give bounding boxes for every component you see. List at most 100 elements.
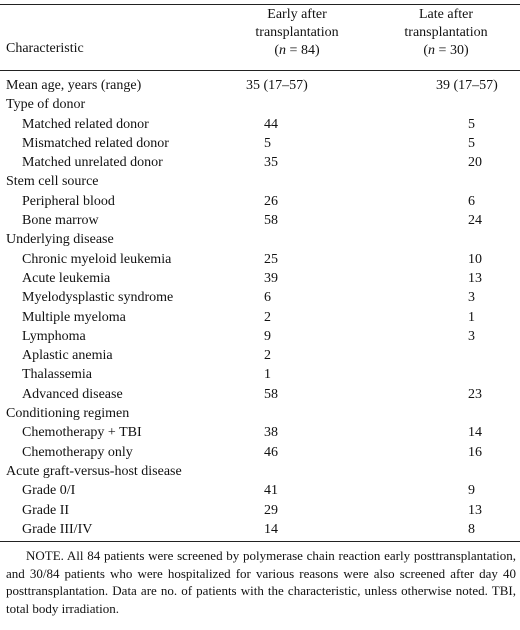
row-label: Thalassemia <box>22 367 92 383</box>
early-value: 25 <box>264 251 278 267</box>
row-label: Type of donor <box>6 97 86 113</box>
table-row: Aplastic anemia 2 <box>0 346 520 365</box>
late-value: 13 <box>468 502 482 518</box>
late-value: 16 <box>468 444 482 460</box>
early-value: 44 <box>264 116 278 132</box>
table-row: Chemotherapy only 46 16 <box>0 443 520 462</box>
late-value: 14 <box>468 425 482 441</box>
late-value: 5 <box>468 135 475 151</box>
row-label: Acute leukemia <box>22 270 111 286</box>
early-value: 6 <box>264 290 271 306</box>
header-late: Late after transplantation (n = 30) <box>372 6 520 60</box>
row-label: Chemotherapy + TBI <box>22 425 142 441</box>
early-value <box>226 95 396 114</box>
table-row: Matched related donor 44 5 <box>0 115 520 134</box>
table-row: Grade II 29 13 <box>0 501 520 520</box>
late-value <box>396 462 520 481</box>
late-value <box>396 365 520 384</box>
row-label: Underlying disease <box>6 232 114 248</box>
late-value: 39 (17–57) <box>436 78 498 93</box>
row-label: Grade 0/I <box>22 483 76 499</box>
table-row: Acute graft-versus-host disease <box>0 462 520 481</box>
header-characteristic-label: Characteristic <box>6 41 84 56</box>
early-value: 2 <box>264 348 271 364</box>
header-late-line3: (n = 30) <box>423 43 469 58</box>
table-row: Lymphoma 9 3 <box>0 327 520 346</box>
early-value <box>226 404 396 423</box>
row-label: Chemotherapy only <box>22 444 133 460</box>
table-row: Grade 0/I 41 9 <box>0 481 520 500</box>
early-value: 1 <box>264 367 271 383</box>
late-value <box>396 404 520 423</box>
row-label: Advanced disease <box>22 386 123 402</box>
late-value: 1 <box>468 309 475 325</box>
row-label: Myelodysplastic syndrome <box>22 290 174 306</box>
row-label: Acute graft-versus-host disease <box>6 463 182 479</box>
header-characteristic: Characteristic <box>6 40 84 58</box>
late-value: 3 <box>468 290 475 306</box>
early-value: 58 <box>264 213 278 229</box>
table-row: Thalassemia 1 <box>0 365 520 384</box>
row-label: Stem cell source <box>6 174 99 190</box>
header-rule <box>0 70 520 71</box>
table-row: Multiple myeloma 2 1 <box>0 308 520 327</box>
top-rule <box>0 4 520 5</box>
early-value: 41 <box>264 483 278 499</box>
late-value <box>396 230 520 249</box>
early-value <box>226 230 396 249</box>
late-value: 24 <box>468 213 482 229</box>
late-value: 23 <box>468 386 482 402</box>
header-early-line3: (n = 84) <box>274 43 320 58</box>
late-value: 3 <box>468 328 475 344</box>
bottom-rule <box>0 541 520 542</box>
row-label: Chronic myeloid leukemia <box>22 251 172 267</box>
row-label: Mean age, years (range) <box>6 78 142 93</box>
late-value: 6 <box>468 193 475 209</box>
early-value: 35 <box>264 155 278 171</box>
late-value: 20 <box>468 155 482 171</box>
row-label: Matched unrelated donor <box>22 155 163 171</box>
late-value: 10 <box>468 251 482 267</box>
row-label: Peripheral blood <box>22 193 115 209</box>
table-row: Chemotherapy + TBI 38 14 <box>0 423 520 442</box>
row-label: Aplastic anemia <box>22 348 113 364</box>
table-row: Acute leukemia 39 13 <box>0 269 520 288</box>
early-value <box>226 462 396 481</box>
row-label: Multiple myeloma <box>22 309 126 325</box>
row-label: Grade II <box>22 502 70 518</box>
late-value: 8 <box>468 521 475 537</box>
early-value: 29 <box>264 502 278 518</box>
row-label: Bone marrow <box>22 213 99 229</box>
table-row: Peripheral blood 26 6 <box>0 192 520 211</box>
early-value: 14 <box>264 521 278 537</box>
early-value: 35 (17–57) <box>246 78 308 93</box>
table-row: Mismatched related donor 5 5 <box>0 134 520 153</box>
row-label: Matched related donor <box>22 116 149 132</box>
late-value: 13 <box>468 270 482 286</box>
table-row: Myelodysplastic syndrome 6 3 <box>0 288 520 307</box>
early-value: 9 <box>264 328 271 344</box>
early-value: 5 <box>264 135 271 151</box>
table-row: Type of donor <box>0 95 520 114</box>
table-row: Bone marrow 58 24 <box>0 211 520 230</box>
header-late-line2: transplantation <box>404 25 488 40</box>
row-label: Conditioning regimen <box>6 406 130 422</box>
table-row: Matched unrelated donor 35 20 <box>0 153 520 172</box>
header-early: Early after transplantation (n = 84) <box>222 6 372 60</box>
table-row: Conditioning regimen <box>0 404 520 423</box>
table-row: Stem cell source <box>0 172 520 191</box>
late-value <box>396 95 520 114</box>
late-value <box>396 346 520 365</box>
data-table: Mean age, years (range) 35 (17–57) 39 (17–… <box>0 76 520 539</box>
header-late-line1: Late after <box>418 7 473 22</box>
header-early-line1: Early after <box>267 7 327 22</box>
row-label: Lymphoma <box>22 328 86 344</box>
row-label: Grade III/IV <box>22 521 93 537</box>
early-value: 39 <box>264 270 278 286</box>
late-value <box>396 172 520 191</box>
table-note: NOTE. All 84 patients were screened by p… <box>6 548 516 616</box>
table-row: Chronic myeloid leukemia 25 10 <box>0 250 520 269</box>
table-row: Grade III/IV 14 8 <box>0 520 520 539</box>
early-value: 2 <box>264 309 271 325</box>
table-row: Mean age, years (range) 35 (17–57) 39 (17–… <box>0 76 520 95</box>
